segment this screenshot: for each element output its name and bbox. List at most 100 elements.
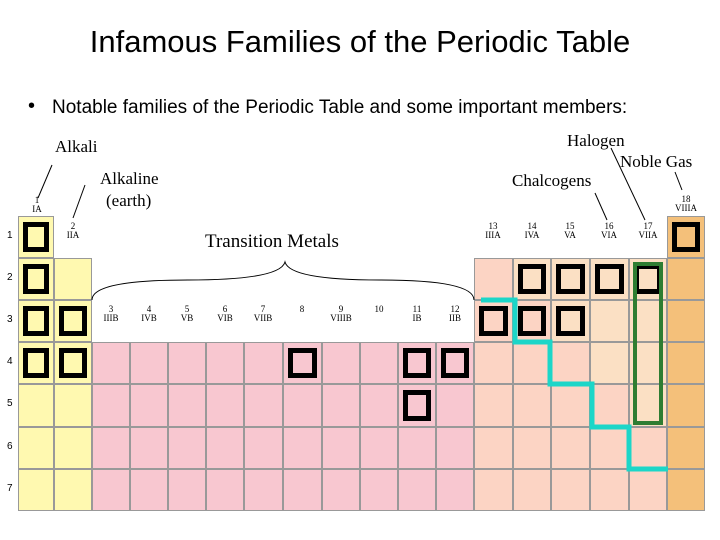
- highlight-box-p3-g14: [518, 306, 546, 336]
- highlight-box-p4-g1: [23, 348, 49, 378]
- group-roman: IIB: [449, 313, 461, 323]
- element-cell-p5-g13: [474, 384, 513, 427]
- pointer-alkaline: [72, 184, 86, 219]
- element-cell-p7-g3: [92, 469, 130, 511]
- element-cell-p6-g5: [168, 427, 206, 469]
- pointer-chalcogens: [594, 192, 608, 221]
- group-number: 18: [681, 194, 691, 204]
- group-label-18: 18 VIIIA: [667, 195, 705, 213]
- group-label-16: 16 VIA: [590, 222, 628, 240]
- element-cell-p7-g18: [667, 469, 705, 511]
- group-number: 10: [374, 304, 384, 314]
- period-label-1: 1: [7, 230, 13, 241]
- element-cell-p7-g6: [206, 469, 244, 511]
- element-cell-p7-g7: [244, 469, 283, 511]
- element-cell-p6-g18: [667, 427, 705, 469]
- group-roman: IVA: [524, 230, 540, 240]
- group-label-8: 8: [283, 305, 321, 314]
- group-label-17: 17 VIIA: [629, 222, 667, 240]
- group-label-3: 3 IIIB: [92, 305, 130, 323]
- group-label-12: 12 IIB: [436, 305, 474, 323]
- period-label-2: 2: [7, 272, 13, 283]
- group-label-14: 14 IVA: [513, 222, 551, 240]
- group-label-11: 11 IB: [398, 305, 436, 323]
- label-transition-metals: Transition Metals: [205, 231, 339, 252]
- element-cell-p6-g7: [244, 427, 283, 469]
- pointer-halogen: [610, 147, 646, 221]
- period-label-4: 4: [7, 356, 13, 367]
- group-number: 12: [450, 304, 460, 314]
- element-cell-p7-g8: [283, 469, 322, 511]
- group-roman: VIIIA: [675, 203, 697, 213]
- element-cell-p4-g4: [130, 342, 168, 384]
- group-roman: VIIIB: [330, 313, 352, 323]
- group-roman: IA: [32, 204, 42, 214]
- element-cell-p6-g4: [130, 427, 168, 469]
- group-roman: IVB: [141, 313, 157, 323]
- element-cell-p7-g14: [513, 469, 551, 511]
- highlight-box-p3-g1: [23, 306, 49, 336]
- element-cell-p5-g2: [54, 384, 92, 427]
- element-cell-p4-g13: [474, 342, 513, 384]
- period-label-6: 6: [7, 441, 13, 452]
- element-cell-p5-g15: [551, 384, 590, 427]
- element-cell-p6-g17: [629, 427, 667, 469]
- highlight-box-p4-g12: [441, 348, 469, 378]
- element-cell-p5-g16: [590, 384, 629, 427]
- highlight-box-p4-g8: [288, 348, 317, 378]
- transition-brace: [91, 260, 475, 301]
- group-label-2: 2 IIA: [54, 222, 92, 240]
- element-cell-p5-g9: [322, 384, 360, 427]
- element-cell-p4-g18: [667, 342, 705, 384]
- pointer-alkali: [37, 164, 53, 199]
- period-label-7: 7: [7, 483, 13, 494]
- group-number: 2: [70, 221, 76, 231]
- group-number: 8: [299, 304, 305, 314]
- group-number: 9: [338, 304, 344, 314]
- group-roman: VB: [180, 313, 194, 323]
- element-cell-p7-g9: [322, 469, 360, 511]
- group-roman: IIIB: [103, 313, 119, 323]
- element-cell-p5-g6: [206, 384, 244, 427]
- label-alkaline-line2: (earth): [106, 191, 152, 210]
- element-cell-p7-g12: [436, 469, 474, 511]
- group-roman: IIIA: [485, 230, 501, 240]
- highlight-box-p2-g15: [556, 264, 585, 294]
- element-cell-p2-g2: [54, 258, 92, 300]
- group-label-15: 15 VA: [551, 222, 589, 240]
- element-cell-p5-g4: [130, 384, 168, 427]
- element-cell-p7-g4: [130, 469, 168, 511]
- element-cell-p5-g1: [18, 384, 54, 427]
- highlight-box-p5-g11: [403, 390, 431, 421]
- group-roman: IB: [412, 313, 422, 323]
- highlight-box-p2-g14: [518, 264, 546, 294]
- highlight-box-p2-g1: [23, 264, 49, 294]
- element-cell-p6-g9: [322, 427, 360, 469]
- label-chalcogens: Chalcogens: [512, 171, 592, 190]
- element-cell-p5-g10: [360, 384, 398, 427]
- element-cell-p7-g10: [360, 469, 398, 511]
- element-cell-p4-g9: [322, 342, 360, 384]
- group-number: 7: [260, 304, 266, 314]
- highlight-box-p2-g16: [595, 264, 624, 294]
- element-cell-p7-g1: [18, 469, 54, 511]
- element-cell-p4-g16: [590, 342, 629, 384]
- group-number: 1: [34, 195, 40, 205]
- group-roman: VA: [564, 230, 576, 240]
- label-alkaline-line1: Alkaline: [100, 169, 159, 188]
- element-cell-p7-g15: [551, 469, 590, 511]
- highlight-box-p1-g18: [672, 222, 700, 252]
- element-cell-p3-g16: [590, 300, 629, 342]
- label-alkali: Alkali: [55, 137, 98, 156]
- group-roman: VIIA: [638, 230, 658, 240]
- pointer-noble-gas: [674, 171, 683, 191]
- element-cell-p5-g5: [168, 384, 206, 427]
- group-roman: VIIB: [253, 313, 273, 323]
- highlight-box-p3-g13: [479, 306, 508, 336]
- element-cell-p6-g1: [18, 427, 54, 469]
- bullet-text: Notable families of the Periodic Table a…: [52, 97, 628, 118]
- element-cell-p6-g12: [436, 427, 474, 469]
- group-label-6: 6 VIB: [206, 305, 244, 323]
- element-cell-p4-g15: [551, 342, 590, 384]
